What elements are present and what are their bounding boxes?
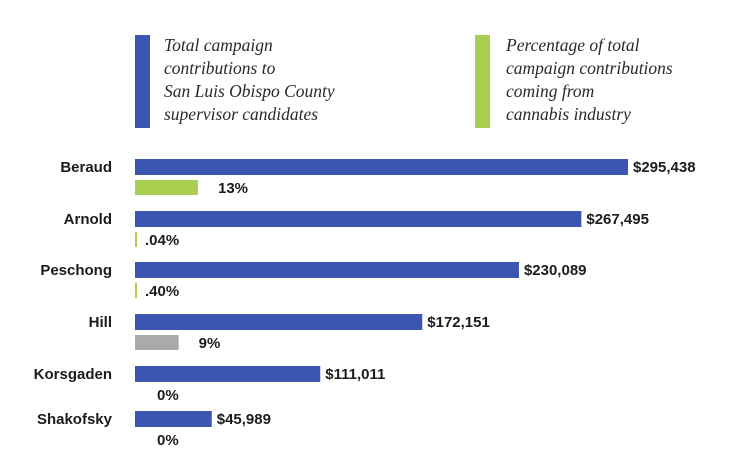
percent-value-korsgaden: 0%: [157, 387, 179, 404]
legend-text-2-line-2: campaign contributions: [506, 58, 673, 78]
candidate-name-korsgaden: Korsgaden: [34, 366, 112, 383]
legend-swatch-1: [135, 35, 150, 128]
percent-bar-beraud: [135, 180, 198, 195]
legend-text-1-line-1: Total campaign: [164, 35, 273, 55]
percent-value-beraud: 13%: [218, 180, 248, 197]
percent-value-hill: 9%: [199, 335, 221, 352]
candidate-name-beraud: Beraud: [60, 159, 112, 176]
percent-value-arnold: .04%: [145, 232, 179, 249]
percent-value-peschong: .40%: [145, 283, 179, 300]
total-value-shakofsky: $45,989: [217, 411, 271, 428]
candidate-name-hill: Hill: [89, 314, 112, 331]
total-bar-arnold: [135, 211, 582, 227]
total-bar-shakofsky: [135, 411, 212, 427]
total-value-arnold: $267,495: [586, 211, 649, 228]
legend-text-1-line-3: San Luis Obispo County: [164, 81, 335, 101]
legend-swatch-2: [475, 35, 490, 128]
candidate-name-arnold: Arnold: [64, 211, 112, 228]
candidate-name-peschong: Peschong: [40, 262, 112, 279]
legend-text-2-line-1: Percentage of total: [505, 35, 640, 55]
legend-text-2-line-3: coming from: [506, 81, 594, 101]
total-bar-korsgaden: [135, 366, 321, 382]
percent-value-shakofsky: 0%: [157, 432, 179, 449]
legend-text-1-line-4: supervisor candidates: [164, 104, 318, 124]
total-bar-hill: [135, 314, 423, 330]
percent-bar-hill: [135, 335, 179, 350]
candidate-name-shakofsky: Shakofsky: [37, 411, 113, 428]
percent-bar-peschong: [135, 283, 137, 298]
percent-bar-arnold: [135, 232, 137, 247]
total-value-peschong: $230,089: [524, 262, 587, 279]
legend-text-1-line-2: contributions to: [164, 58, 276, 78]
total-bar-peschong: [135, 262, 519, 278]
legend-text-2-line-4: cannabis industry: [506, 104, 631, 124]
total-value-beraud: $295,438: [633, 159, 696, 176]
total-value-korsgaden: $111,011: [325, 366, 385, 383]
total-value-hill: $172,151: [427, 314, 490, 331]
total-bar-beraud: [135, 159, 628, 175]
